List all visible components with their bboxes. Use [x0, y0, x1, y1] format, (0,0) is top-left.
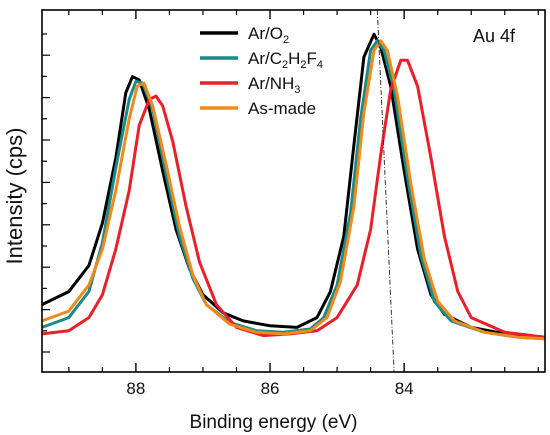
- legend: Ar/O2 Ar/C2H2F4 Ar/NH3 As-made: [200, 24, 323, 118]
- series-layer: [41, 32, 546, 341]
- series-line-0: [41, 32, 546, 339]
- plot-frame: [41, 9, 546, 373]
- reference-line-layer: [376, 9, 395, 373]
- reference-line: [376, 9, 395, 373]
- x-axis-title: Binding energy (eV): [190, 412, 358, 433]
- series-line-1: [41, 39, 546, 341]
- x-tick-label: 84: [395, 379, 414, 398]
- legend-label-2: Ar/NH3: [248, 74, 300, 96]
- annotation-au4f: Au 4f: [473, 26, 516, 46]
- legend-label-3: As-made: [248, 99, 316, 118]
- legend-label-1: Ar/C2H2F4: [248, 49, 323, 71]
- y-axis-title: Intensity (cps): [2, 128, 27, 265]
- ticks-layer: 88 86 84: [42, 10, 539, 398]
- x-tick-label: 86: [261, 379, 280, 398]
- x-tick-label: 88: [126, 379, 145, 398]
- series-line-3: [41, 39, 546, 341]
- legend-label-0: Ar/O2: [248, 24, 289, 46]
